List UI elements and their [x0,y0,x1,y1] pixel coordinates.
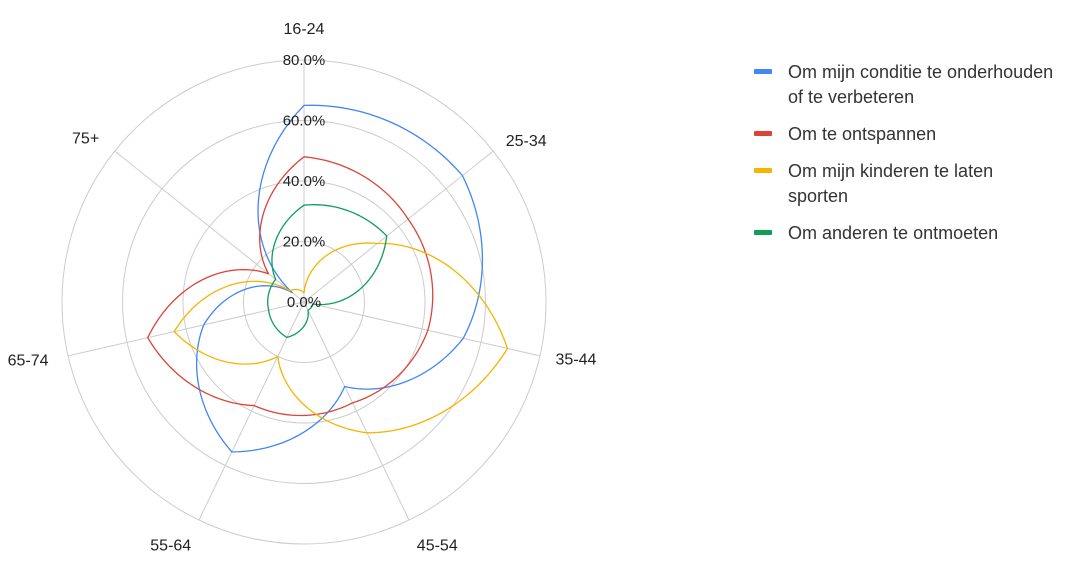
series-line-2 [147,156,434,417]
spoke-line [303,301,410,521]
radial-tick-label: 40.0% [283,173,326,190]
legend-swatch [754,131,772,136]
spoke-line [303,150,494,303]
legend: Om mijn conditie te onderhouden of te ve… [754,60,1054,258]
legend-swatch [754,230,772,235]
legend-item[interactable]: Om mijn kinderen te laten sporten [754,159,1054,209]
radial-tick-labels: 0.0% 20.0% 40.0% 60.0% 80.0% [283,52,326,311]
spoke-line [303,301,541,357]
legend-swatch [754,168,772,173]
radial-tick-label: 0.0% [287,294,321,311]
radar-grid [61,59,547,545]
series-line-4 [267,204,388,339]
legend-swatch [754,69,772,74]
radial-tick-label: 80.0% [283,52,326,69]
category-labels: 16-24 25-34 35-44 45-54 55-64 65-74 75+ [8,21,597,554]
category-label: 55-64 [150,537,191,554]
legend-label: Om mijn conditie te onderhouden of te ve… [788,62,1054,107]
legend-item[interactable]: Om mijn conditie te onderhouden of te ve… [754,60,1054,110]
category-label: 35-44 [556,351,597,368]
series-line-1 [195,104,484,453]
legend-label: Om mijn kinderen te laten sporten [788,161,994,206]
category-label: 45-54 [417,537,458,554]
series-line-3 [173,242,509,434]
spoke-line [67,301,305,357]
category-label: 75+ [72,131,99,148]
category-label: 25-34 [506,133,547,150]
spoke-line [114,150,305,303]
series-layer [147,104,509,453]
radial-tick-label: 60.0% [283,113,326,130]
legend-item[interactable]: Om te ontspannen [754,122,1054,147]
spoke-line [198,301,305,521]
legend-item[interactable]: Om anderen te ontmoeten [754,221,1054,246]
radial-tick-label: 20.0% [283,234,326,251]
category-label: 16-24 [284,21,325,38]
category-label: 65-74 [8,352,49,369]
legend-label: Om te ontspannen [788,124,937,144]
legend-label: Om anderen te ontmoeten [788,223,999,243]
